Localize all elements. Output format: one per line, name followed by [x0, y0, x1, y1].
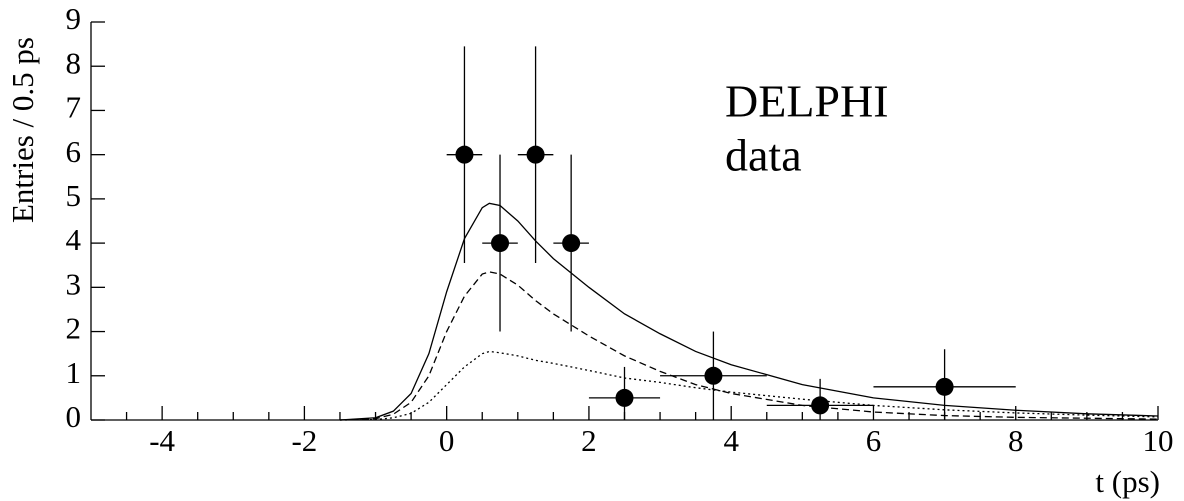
- y-tick-label: 7: [66, 90, 82, 125]
- x-tick-label: 10: [1143, 423, 1174, 458]
- data-point: [526, 145, 545, 164]
- y-tick-label: 5: [66, 178, 82, 213]
- x-tick-label: -2: [291, 423, 317, 458]
- y-tick-label: 9: [66, 1, 82, 36]
- data-point: [811, 396, 830, 415]
- x-tick-label: -4: [149, 423, 175, 458]
- x-axis-label: t (ps): [1095, 464, 1160, 499]
- x-tick-label: 0: [439, 423, 455, 458]
- annotation: data: [725, 130, 802, 181]
- annotation: DELPHI: [725, 76, 889, 127]
- data-point: [455, 145, 474, 164]
- x-tick-label: 6: [866, 423, 882, 458]
- data-point: [935, 377, 954, 396]
- y-tick-label: 2: [66, 311, 82, 346]
- y-tick-label: 1: [66, 355, 82, 390]
- y-tick-label: 4: [66, 222, 82, 257]
- x-tick-label: 4: [723, 423, 739, 458]
- data-point: [491, 234, 510, 253]
- y-tick-label: 6: [66, 134, 82, 169]
- fit-curve: [339, 271, 1159, 421]
- y-tick-label: 3: [66, 266, 82, 301]
- data-point: [615, 388, 634, 407]
- y-axis-label: Entries / 0.5 ps: [5, 37, 40, 223]
- x-tick-label: 2: [581, 423, 597, 458]
- data-point: [562, 234, 581, 253]
- y-tick-label: 8: [66, 45, 82, 80]
- fit-curve: [339, 202, 1159, 421]
- data-point: [704, 366, 723, 385]
- y-tick-label: 0: [66, 399, 82, 434]
- x-tick-label: 8: [1008, 423, 1024, 458]
- fit-curve: [339, 350, 1159, 421]
